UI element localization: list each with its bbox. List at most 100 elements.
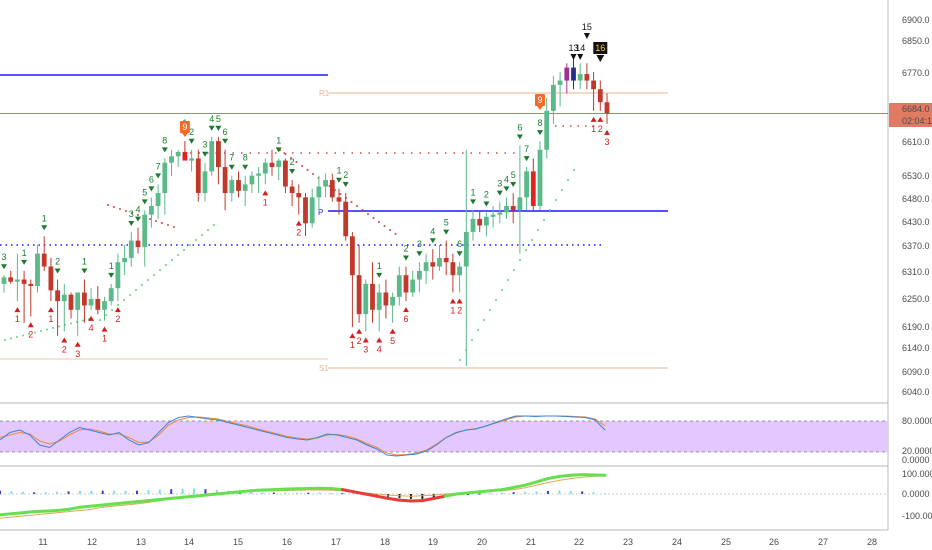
setup-up-arrow	[47, 307, 54, 313]
sar-dot	[378, 221, 380, 223]
setup-count-label: 1	[15, 314, 20, 324]
setup-down-arrow	[228, 164, 235, 170]
candle-body	[329, 180, 335, 198]
candle-body	[102, 301, 107, 310]
candle-body	[269, 162, 275, 168]
sar-dot	[155, 220, 157, 222]
sar-dot	[40, 330, 42, 332]
candle-body	[504, 206, 509, 213]
sar-dot	[113, 206, 115, 208]
macd-histogram-bar	[489, 493, 492, 495]
setup-up-arrow	[27, 322, 34, 328]
macd-line-segment	[455, 491, 470, 496]
macd-line-segment	[101, 502, 116, 507]
candle-body	[68, 294, 74, 310]
setup-count-label: 6	[517, 122, 522, 132]
oversold-overbought-band	[0, 421, 888, 452]
sar-dot	[367, 213, 369, 215]
setup-up-arrow	[389, 328, 396, 334]
setup-count-label: 3	[129, 209, 134, 219]
sar-dot	[306, 169, 309, 171]
setup-up-arrow	[101, 326, 108, 332]
candle-body	[530, 171, 536, 206]
stochastic-pane[interactable]	[0, 415, 888, 457]
setup-down-arrow	[289, 169, 296, 175]
countdown-arrow	[570, 54, 577, 60]
setup-up-arrow	[295, 220, 302, 226]
setup-down-arrow	[21, 259, 28, 265]
sar-dot	[183, 249, 185, 251]
macd-line-segment	[489, 488, 504, 493]
candle-body	[135, 240, 141, 248]
setup-count-label: 4	[377, 344, 382, 354]
macd-histogram-bar	[170, 489, 173, 494]
macd-tick-label: 0.0000	[902, 489, 930, 499]
setup-down-arrow	[135, 216, 141, 222]
setup-count-label: 1	[591, 124, 596, 134]
price-pane[interactable]: R1PS131121134567812345678121212345612345…	[0, 22, 888, 373]
sar-dot	[549, 209, 551, 211]
sar-dot	[165, 264, 167, 266]
candle-body	[256, 173, 261, 176]
stochastic-d-line	[0, 415, 606, 456]
candle-body	[289, 186, 295, 194]
candle-body	[370, 283, 375, 310]
sar-dot	[123, 299, 125, 301]
setup-up-arrow	[597, 116, 604, 122]
macd-line-segment	[512, 483, 527, 489]
macd-histogram-bar	[250, 491, 253, 494]
sar-dot	[173, 226, 175, 228]
setup-count-label: 4	[504, 174, 509, 184]
macd-histogram-bar	[535, 491, 538, 494]
macd-histogram-bar	[158, 489, 161, 494]
setup-count-label: 1	[82, 257, 87, 267]
macd-pane[interactable]	[0, 473, 888, 519]
macd-line-segment	[226, 490, 242, 495]
setup-down-arrow	[336, 177, 342, 183]
macd-histogram-bar	[546, 490, 549, 494]
price-tick-label: 6040.0	[902, 387, 930, 397]
countdown-timer-badge	[889, 115, 932, 127]
sar-dot	[525, 249, 527, 251]
candle-body	[396, 275, 402, 297]
candle-body	[517, 197, 523, 211]
macd-line-segment	[112, 501, 128, 506]
macd-line-segment	[192, 493, 207, 498]
time-tick-label: 27	[818, 537, 828, 547]
setup-count-label: 2	[28, 329, 33, 339]
candle-body	[128, 240, 134, 258]
setup-down-arrow	[148, 186, 155, 192]
candle-body	[61, 294, 67, 302]
macd-histogram-bar	[375, 494, 378, 496]
price-tick-label: 6610.0	[902, 137, 930, 147]
countdown-label: 16	[595, 43, 605, 53]
sar-dot	[201, 234, 203, 236]
macd-line-segment	[363, 492, 379, 498]
sar-dot	[34, 331, 36, 334]
macd-line-segment	[135, 499, 150, 504]
setup-count-label: 3	[417, 239, 422, 249]
macd-line-segment	[146, 498, 162, 503]
macd-histogram-bar	[124, 490, 127, 494]
macd-line-segment	[569, 473, 584, 477]
pivot-label-r1: R1	[319, 89, 330, 98]
macd-histogram-bar	[307, 492, 310, 494]
oscillator-tick-label: 80.0000	[902, 416, 932, 426]
setup-count-label: 7	[229, 153, 234, 163]
price-tick-label: 6430.0	[902, 217, 930, 227]
candle-body	[88, 299, 94, 306]
price-axis: 6900.06850.06770.06690.06610.06530.06480…	[889, 15, 932, 521]
setup-count-label: 2	[189, 127, 194, 137]
macd-line-segment	[203, 492, 219, 497]
sar-dot	[4, 339, 6, 341]
sar-dot	[555, 199, 557, 201]
candle-body	[216, 141, 221, 168]
macd-histogram-bar	[330, 492, 333, 494]
sar-dot	[137, 214, 139, 216]
candle-body	[437, 257, 442, 267]
macd-line-segment	[181, 494, 196, 499]
sar-dot	[561, 189, 563, 191]
price-tick-label: 6480.0	[902, 194, 930, 204]
macd-histogram-bar	[90, 490, 93, 494]
